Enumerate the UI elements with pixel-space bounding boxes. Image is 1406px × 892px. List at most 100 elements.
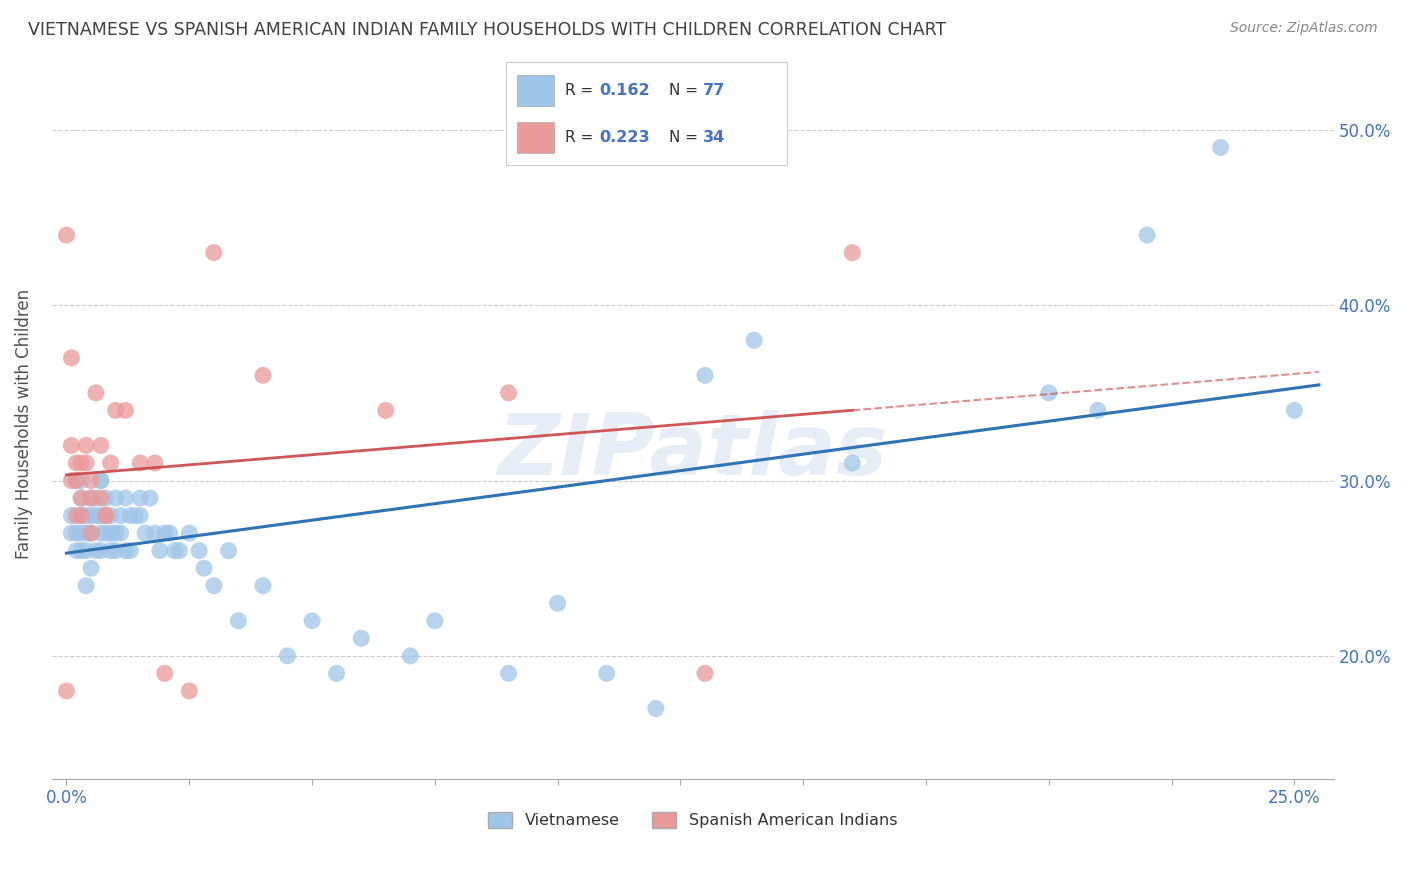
Text: 77: 77	[703, 83, 725, 97]
Point	[325, 666, 347, 681]
Point	[65, 508, 87, 523]
Point	[1284, 403, 1306, 417]
Point	[193, 561, 215, 575]
Point	[134, 526, 156, 541]
Text: R =: R =	[565, 83, 599, 97]
Point	[153, 666, 176, 681]
Point	[65, 474, 87, 488]
Point	[596, 666, 619, 681]
Point	[94, 508, 117, 523]
Point	[65, 474, 87, 488]
Point	[1209, 140, 1232, 154]
Point	[90, 526, 112, 541]
Point	[399, 648, 422, 663]
Point	[55, 228, 77, 243]
Point	[65, 543, 87, 558]
Point	[179, 684, 201, 698]
Point	[80, 491, 103, 505]
Point	[70, 543, 93, 558]
Point	[163, 543, 186, 558]
FancyBboxPatch shape	[517, 75, 554, 105]
Point	[70, 474, 93, 488]
Point	[110, 526, 132, 541]
Point	[841, 456, 863, 470]
Point	[70, 456, 93, 470]
Point	[70, 508, 93, 523]
Point	[742, 333, 765, 347]
Point	[202, 245, 225, 260]
Point	[70, 508, 93, 523]
Text: 0.223: 0.223	[599, 130, 650, 145]
Y-axis label: Family Households with Children: Family Households with Children	[15, 288, 32, 558]
Point	[120, 508, 142, 523]
Point	[498, 666, 520, 681]
Point	[100, 456, 122, 470]
Point	[65, 456, 87, 470]
Text: 0.162: 0.162	[599, 83, 650, 97]
Point	[129, 456, 152, 470]
Point	[143, 456, 166, 470]
Point	[80, 526, 103, 541]
Point	[169, 543, 191, 558]
Point	[60, 438, 83, 452]
Point	[70, 491, 93, 505]
Point	[1136, 228, 1159, 243]
Text: Source: ZipAtlas.com: Source: ZipAtlas.com	[1230, 21, 1378, 35]
Point	[70, 526, 93, 541]
Point	[104, 543, 127, 558]
Point	[60, 351, 83, 365]
Point	[75, 543, 97, 558]
Point	[80, 508, 103, 523]
Point	[644, 701, 666, 715]
Point	[80, 526, 103, 541]
Text: 34: 34	[703, 130, 725, 145]
Point	[139, 491, 162, 505]
Point	[75, 456, 97, 470]
Text: N =: N =	[669, 130, 703, 145]
Point	[218, 543, 240, 558]
Point	[55, 684, 77, 698]
FancyBboxPatch shape	[517, 122, 554, 153]
Point	[84, 491, 107, 505]
Point	[104, 403, 127, 417]
Point	[114, 543, 136, 558]
Point	[498, 385, 520, 400]
Point	[143, 526, 166, 541]
Point	[374, 403, 396, 417]
Point	[84, 385, 107, 400]
Point	[80, 491, 103, 505]
Legend: Vietnamese, Spanish American Indians: Vietnamese, Spanish American Indians	[482, 805, 904, 835]
Point	[104, 526, 127, 541]
Point	[94, 508, 117, 523]
Text: ZIPatlas: ZIPatlas	[498, 410, 887, 493]
Point	[159, 526, 181, 541]
Point	[94, 491, 117, 505]
Point	[60, 526, 83, 541]
Point	[84, 508, 107, 523]
Point	[94, 508, 117, 523]
Point	[129, 491, 152, 505]
Point	[124, 508, 146, 523]
Point	[228, 614, 250, 628]
Point	[114, 491, 136, 505]
Point	[153, 526, 176, 541]
Point	[84, 543, 107, 558]
Point	[423, 614, 446, 628]
Point	[120, 543, 142, 558]
Point	[94, 526, 117, 541]
Point	[841, 245, 863, 260]
Point	[104, 491, 127, 505]
Point	[350, 632, 373, 646]
Point	[114, 403, 136, 417]
Point	[1038, 385, 1060, 400]
Point	[60, 474, 83, 488]
Point	[75, 579, 97, 593]
Point	[276, 648, 298, 663]
Text: N =: N =	[669, 83, 703, 97]
Point	[149, 543, 172, 558]
Point	[100, 526, 122, 541]
Point	[65, 526, 87, 541]
Point	[179, 526, 201, 541]
Text: VIETNAMESE VS SPANISH AMERICAN INDIAN FAMILY HOUSEHOLDS WITH CHILDREN CORRELATIO: VIETNAMESE VS SPANISH AMERICAN INDIAN FA…	[28, 21, 946, 38]
Point	[693, 666, 716, 681]
